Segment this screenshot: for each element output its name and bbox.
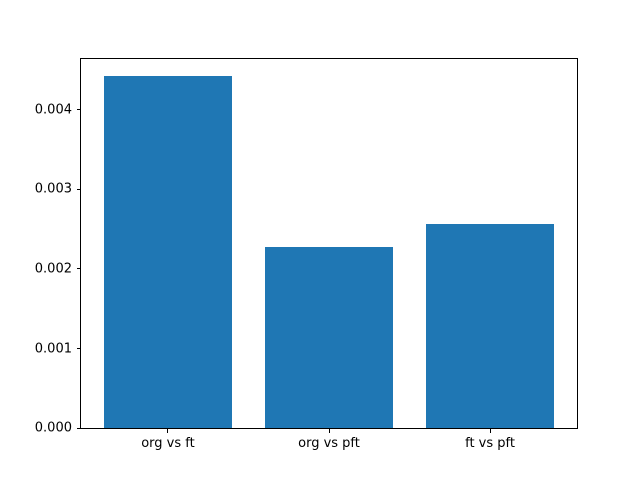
y-tick-label: 0.004 (34, 102, 72, 118)
x-tick-label: ft vs pft (465, 436, 515, 452)
y-tick-mark (76, 427, 81, 429)
y-tick-mark (76, 109, 81, 111)
x-tick-label: org vs pft (298, 436, 360, 452)
y-tick-label: 0.002 (34, 261, 72, 277)
bar-org-vs-ft (103, 76, 233, 429)
y-tick-label: 0.003 (34, 181, 72, 197)
x-tick-mark (167, 428, 169, 433)
x-tick-label: org vs ft (141, 436, 195, 452)
x-tick-mark (328, 428, 330, 433)
bar-org-vs-pft (264, 246, 394, 429)
y-tick-label: 0.000 (34, 420, 72, 436)
y-tick-label: 0.001 (34, 341, 72, 357)
plot-area: 0.000 0.001 0.002 0.003 0.004 org vs ft org v… (35, 57, 578, 451)
y-tick-mark (76, 348, 81, 350)
y-tick-mark (76, 188, 81, 190)
x-tick-mark (489, 428, 491, 433)
bar-ft-vs-pft (425, 224, 555, 429)
y-tick-mark (76, 268, 81, 270)
